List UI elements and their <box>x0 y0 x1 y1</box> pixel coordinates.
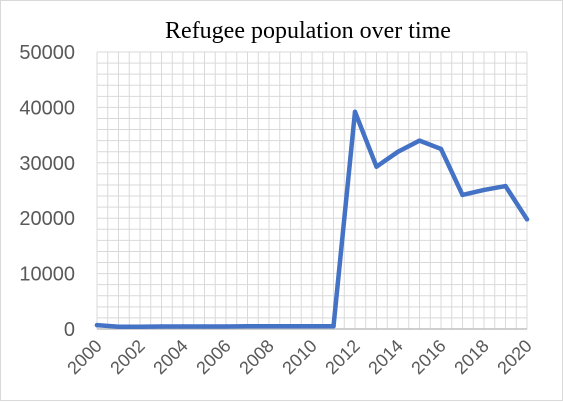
x-tick-label: 2000 <box>63 336 105 378</box>
data-point <box>202 324 207 329</box>
y-axis-tick-labels: 0 10000 20000 30000 40000 50000 <box>19 42 75 341</box>
series-layer <box>94 109 530 330</box>
x-tick-label: 2020 <box>493 336 535 378</box>
x-tick-label: 2002 <box>106 336 148 378</box>
x-tick-label: 2012 <box>321 336 363 378</box>
data-point <box>159 324 164 329</box>
data-point <box>374 164 379 169</box>
data-point <box>438 146 444 152</box>
data-point <box>331 324 336 329</box>
data-point <box>524 217 530 222</box>
data-point <box>460 192 465 198</box>
data-point <box>309 324 315 329</box>
data-point <box>288 324 293 329</box>
y-tick-label: 50000 <box>19 42 75 64</box>
data-point <box>395 149 401 154</box>
x-tick-label: 2006 <box>192 336 234 378</box>
x-tick-label: 2014 <box>364 336 406 378</box>
data-point <box>352 109 358 115</box>
data-point <box>245 324 250 329</box>
x-axis-tick-labels: 2000 2002 2004 2006 2008 2010 2012 2014 2016 2018… <box>63 336 535 378</box>
data-point <box>223 324 229 329</box>
gridlines <box>96 51 528 330</box>
x-tick-label: 2010 <box>278 336 320 378</box>
data-point <box>180 324 186 329</box>
y-tick-label: 0 <box>64 319 75 341</box>
data-point <box>94 322 100 328</box>
y-tick-label: 20000 <box>19 208 75 230</box>
x-tick-label: 2008 <box>235 336 277 378</box>
chart-title: Refugee population over time <box>165 18 451 44</box>
y-tick-label: 40000 <box>19 97 75 119</box>
x-tick-label: 2004 <box>149 336 191 378</box>
x-tick-label: 2016 <box>407 336 449 378</box>
y-tick-label: 10000 <box>19 264 75 286</box>
x-tick-label: 2018 <box>450 336 492 378</box>
data-point <box>137 324 143 329</box>
data-point <box>417 138 422 143</box>
y-tick-label: 30000 <box>19 153 75 175</box>
data-point <box>481 187 487 193</box>
data-point <box>116 324 121 329</box>
data-point <box>503 183 508 189</box>
data-point <box>266 324 272 329</box>
